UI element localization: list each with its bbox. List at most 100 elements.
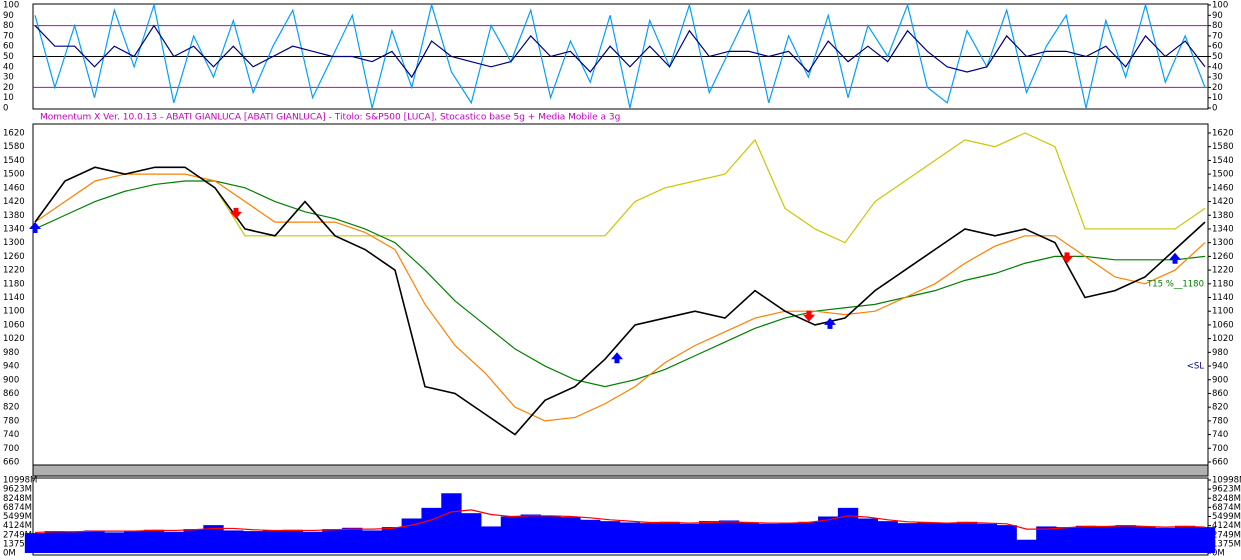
volume-bar [837, 507, 859, 553]
y-tick-label-right: 10 [1212, 93, 1223, 103]
y-tick-label-left: 10 [3, 93, 14, 103]
y-tick-label-right: 1375M [1212, 539, 1241, 549]
y-tick-label-left: 80 [3, 21, 14, 31]
y-tick-label-right: 940 [1212, 362, 1228, 372]
y-tick-label-left: 1260 [3, 252, 25, 262]
volume-bar [679, 523, 700, 553]
y-tick-label-right: 1140 [1212, 293, 1234, 303]
y-tick-label-right: 2749M [1212, 530, 1241, 540]
y-tick-label-right: 50 [1212, 52, 1223, 62]
volume-bar [44, 531, 65, 553]
y-tick-label-left: 30 [3, 73, 14, 83]
volume-bar [282, 529, 303, 553]
y-tick-label-right: 860 [1212, 389, 1228, 399]
volume-bar [361, 530, 383, 553]
y-tick-label-right: 700 [1212, 444, 1228, 454]
series-line [34, 2, 1206, 109]
volume-bar [441, 493, 462, 553]
y-tick-label-left: 1180 [3, 279, 25, 289]
series-line [34, 509, 1206, 534]
volume-bar [738, 522, 760, 553]
volume-bar [1036, 526, 1057, 553]
volume-bar [104, 532, 125, 553]
y-tick-label-right: 1340 [1212, 224, 1234, 234]
volume-bar [342, 527, 363, 553]
y-tick-label-left: 1460 [3, 183, 25, 193]
y-tick-label-right: 100 [1212, 1, 1228, 11]
y-tick-label-left: 9623M [3, 485, 32, 495]
y-tick-label-left: 10998M [3, 476, 37, 486]
y-tick-label-left: 700 [3, 444, 19, 454]
y-tick-label-right: 1260 [1212, 252, 1234, 262]
volume-bar [123, 531, 145, 553]
y-tick-label-right: 9623M [1212, 485, 1241, 495]
y-tick-label-left: 20 [3, 83, 14, 93]
y-tick-label-left: 1620 [3, 129, 25, 139]
y-tick-label-right: 820 [1212, 403, 1228, 413]
y-tick-label-left: 1380 [3, 211, 25, 221]
y-tick-label-left: 90 [3, 11, 14, 21]
y-tick-label-left: 820 [3, 403, 19, 413]
volume-bar [917, 522, 938, 553]
volume-bar [461, 513, 482, 553]
y-tick-label-right: 1420 [1212, 197, 1234, 207]
y-tick-label-right: 6874M [1212, 503, 1241, 513]
y-tick-label-left: 0M [3, 549, 16, 559]
header-text: Momentum X Ver. 10.0.13 - ABATI GIANLUCA… [40, 113, 620, 123]
series-line [34, 180, 1206, 388]
volume-bar [798, 521, 819, 553]
price-panel [32, 123, 1209, 466]
y-tick-label-right: 900 [1212, 375, 1228, 385]
volume-bar [857, 518, 879, 553]
y-tick-label-right: 1020 [1212, 334, 1234, 344]
y-tick-label-left: 940 [3, 362, 19, 372]
y-tick-label-right: 0M [1212, 549, 1225, 559]
y-tick-label-right: 0 [1212, 104, 1217, 114]
volume-bar [1016, 539, 1037, 553]
annotation: T15 %__1180 [1146, 279, 1204, 289]
volume-bar [1135, 526, 1156, 553]
series-line [34, 166, 1206, 436]
volume-bar [163, 531, 184, 553]
y-tick-label-left: 1100 [3, 307, 25, 317]
signal-arrow [230, 207, 242, 219]
y-tick-label-right: 5499M [1212, 512, 1241, 522]
y-tick-label-right: 780 [1212, 416, 1228, 426]
volume-bar [262, 530, 284, 553]
y-tick-label-left: 100 [3, 1, 19, 11]
y-tick-label-right: 1540 [1212, 156, 1234, 166]
volume-bar [203, 525, 224, 553]
y-tick-label-left: 40 [3, 62, 14, 72]
series-line [34, 132, 1206, 244]
y-tick-label-right: 80 [1212, 21, 1223, 31]
y-tick-label-left: 2749M [3, 530, 32, 540]
y-tick-label-left: 1420 [3, 197, 25, 207]
volume-bar [778, 523, 799, 553]
y-tick-label-right: 30 [1212, 73, 1223, 83]
y-tick-label-left: 1375M [3, 539, 32, 549]
y-tick-label-left: 1060 [3, 320, 25, 330]
y-tick-label-left: 660 [3, 458, 19, 468]
y-tick-label-right: 1100 [1212, 307, 1234, 317]
date-strip [32, 464, 1209, 477]
y-tick-label-left: 1300 [3, 238, 25, 248]
volume-bar [401, 518, 422, 553]
y-tick-label-left: 1580 [3, 142, 25, 152]
signal-arrow [1061, 252, 1073, 264]
volume-bar [956, 521, 978, 553]
y-tick-label-right: 90 [1212, 11, 1223, 21]
series-line [34, 173, 1206, 422]
y-tick-label-right: 1460 [1212, 183, 1234, 193]
y-tick-label-right: 1380 [1212, 211, 1234, 221]
y-tick-label-right: 740 [1212, 430, 1228, 440]
y-tick-label-right: 70 [1212, 31, 1223, 41]
volume-bar [818, 516, 839, 553]
volume-bar [580, 519, 601, 553]
volume-bar [500, 516, 522, 553]
y-tick-label-left: 780 [3, 416, 19, 426]
signal-arrow [611, 352, 623, 364]
y-tick-label-left: 50 [3, 52, 14, 62]
signal-arrow [1169, 252, 1181, 264]
